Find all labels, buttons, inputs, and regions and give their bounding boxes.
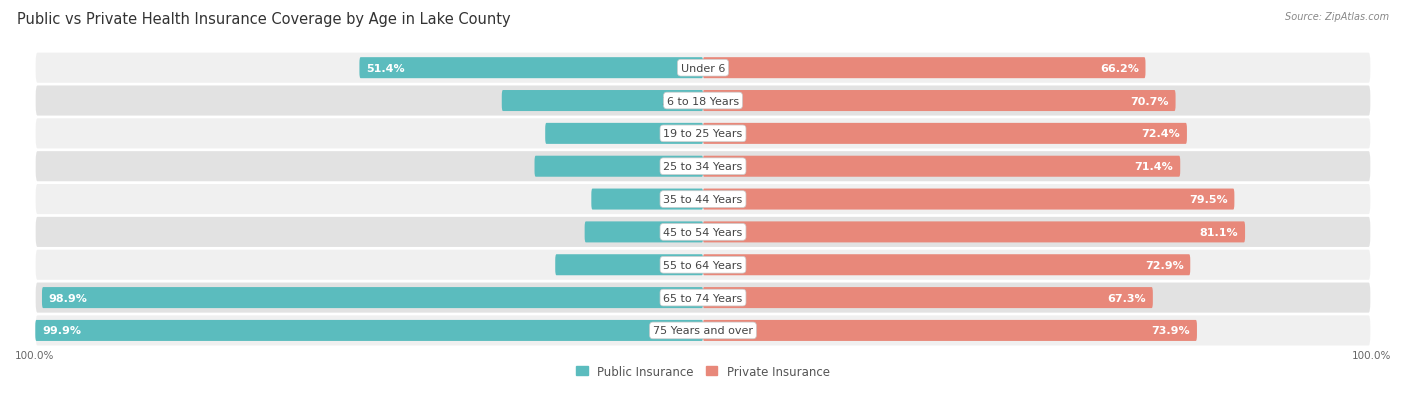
Text: 70.7%: 70.7% [1130,96,1168,106]
FancyBboxPatch shape [502,91,703,112]
Text: 45 to 54 Years: 45 to 54 Years [664,227,742,237]
FancyBboxPatch shape [703,157,1180,177]
Text: 73.9%: 73.9% [1152,325,1191,336]
Text: 35 to 44 Years: 35 to 44 Years [664,195,742,204]
FancyBboxPatch shape [35,151,1371,183]
FancyBboxPatch shape [35,118,1371,150]
Text: 25 to 34 Years: 25 to 34 Years [664,162,742,172]
Text: 75 Years and over: 75 Years and over [652,325,754,336]
FancyBboxPatch shape [534,157,703,177]
FancyBboxPatch shape [35,216,1371,248]
Text: 66.2%: 66.2% [1099,64,1139,74]
FancyBboxPatch shape [703,123,1187,145]
Legend: Public Insurance, Private Insurance: Public Insurance, Private Insurance [571,360,835,382]
FancyBboxPatch shape [592,189,703,210]
Text: Under 6: Under 6 [681,64,725,74]
FancyBboxPatch shape [703,222,1246,243]
FancyBboxPatch shape [703,189,1234,210]
FancyBboxPatch shape [585,222,703,243]
Text: 25.2%: 25.2% [661,162,696,172]
FancyBboxPatch shape [35,315,1371,347]
Text: 19 to 25 Years: 19 to 25 Years [664,129,742,139]
Text: 72.9%: 72.9% [1144,260,1184,270]
FancyBboxPatch shape [35,85,1371,117]
Text: 55 to 64 Years: 55 to 64 Years [664,260,742,270]
Text: 71.4%: 71.4% [1135,162,1174,172]
Text: 23.6%: 23.6% [661,129,696,139]
FancyBboxPatch shape [555,255,703,275]
FancyBboxPatch shape [42,287,703,309]
Text: 6 to 18 Years: 6 to 18 Years [666,96,740,106]
Text: 72.4%: 72.4% [1142,129,1180,139]
FancyBboxPatch shape [703,287,1153,309]
Text: 51.4%: 51.4% [366,64,405,74]
FancyBboxPatch shape [703,255,1191,275]
FancyBboxPatch shape [35,52,1371,85]
Text: 98.9%: 98.9% [49,293,87,303]
Text: Source: ZipAtlas.com: Source: ZipAtlas.com [1285,12,1389,22]
Text: 22.1%: 22.1% [661,260,696,270]
Text: 65 to 74 Years: 65 to 74 Years [664,293,742,303]
FancyBboxPatch shape [35,282,1371,314]
Text: 67.3%: 67.3% [1108,293,1146,303]
FancyBboxPatch shape [35,320,703,341]
Text: 81.1%: 81.1% [1199,227,1239,237]
Text: 79.5%: 79.5% [1189,195,1227,204]
FancyBboxPatch shape [546,123,703,145]
Text: Public vs Private Health Insurance Coverage by Age in Lake County: Public vs Private Health Insurance Cover… [17,12,510,27]
FancyBboxPatch shape [703,58,1146,79]
FancyBboxPatch shape [703,91,1175,112]
FancyBboxPatch shape [703,320,1197,341]
Text: 16.7%: 16.7% [661,195,696,204]
Text: 17.7%: 17.7% [661,227,696,237]
FancyBboxPatch shape [35,249,1371,281]
Text: 30.1%: 30.1% [661,96,696,106]
FancyBboxPatch shape [35,183,1371,216]
FancyBboxPatch shape [360,58,703,79]
Text: 99.9%: 99.9% [42,325,82,336]
